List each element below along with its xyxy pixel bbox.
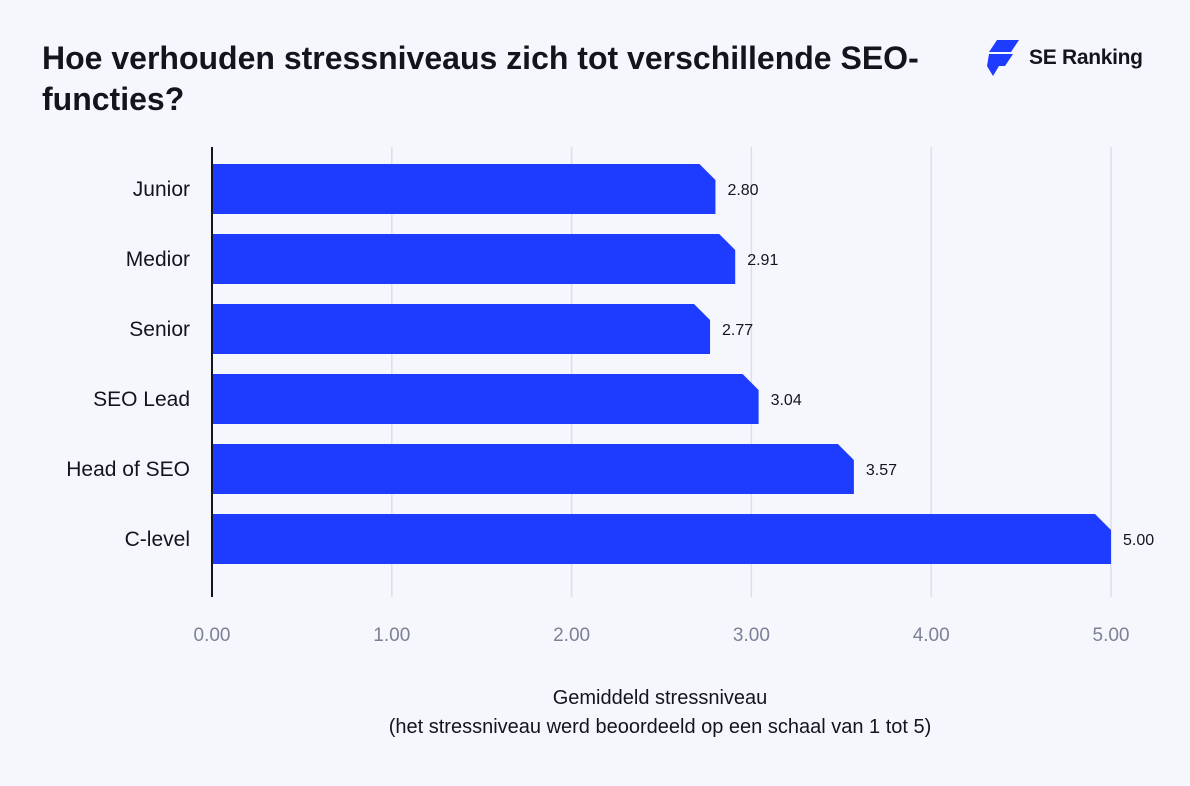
chart-title: Hoe verhouden stressniveaus zich tot ver…	[42, 40, 919, 117]
value-label: 2.91	[747, 252, 778, 269]
x-axis-label: Gemiddeld stressniveau	[552, 687, 768, 709]
x-tick-label: 0.00	[194, 625, 231, 646]
bar	[212, 514, 1111, 564]
bar-chart: Junior Medior Senior SEO Lead Head of SEO C-l…	[66, 147, 1154, 646]
x-tick-label: 1.00	[373, 625, 410, 646]
x-tick-label: 3.00	[733, 625, 770, 646]
category-labels: Junior Medior Senior SEO Lead Head of SEO C-l…	[66, 178, 190, 551]
brand-name: SE Ranking	[1029, 46, 1143, 69]
bar	[212, 164, 716, 214]
category-label: C-level	[125, 528, 190, 551]
value-label: 3.57	[866, 462, 897, 479]
category-label: Medior	[126, 248, 190, 271]
x-tick-label: 4.00	[913, 625, 950, 646]
bar	[212, 444, 854, 494]
value-labels: 2.80 2.91 2.77 3.04 3.57 5.00	[722, 182, 1154, 549]
bars	[212, 164, 1111, 564]
x-tick-labels: 0.00 1.00 2.00 3.00 4.00 5.00	[194, 625, 1130, 646]
category-label: Junior	[133, 178, 190, 201]
se-ranking-logo-icon	[987, 40, 1019, 76]
x-axis-title: Gemiddeld stressniveau (het stressniveau…	[0, 684, 1190, 742]
category-label: Head of SEO	[66, 458, 190, 481]
category-label: SEO Lead	[93, 388, 190, 411]
x-tick-label: 5.00	[1093, 625, 1130, 646]
x-axis-sublabel: (het stressniveau werd beoordeeld op een…	[388, 716, 932, 738]
bar	[212, 374, 759, 424]
category-label: Senior	[129, 318, 190, 341]
bar	[212, 234, 736, 284]
value-label: 2.77	[722, 322, 753, 339]
value-label: 5.00	[1123, 532, 1154, 549]
bar	[212, 304, 711, 354]
value-label: 2.80	[727, 182, 758, 199]
brand-logo: SE Ranking	[985, 38, 1143, 78]
value-label: 3.04	[771, 392, 802, 409]
x-tick-label: 2.00	[553, 625, 590, 646]
